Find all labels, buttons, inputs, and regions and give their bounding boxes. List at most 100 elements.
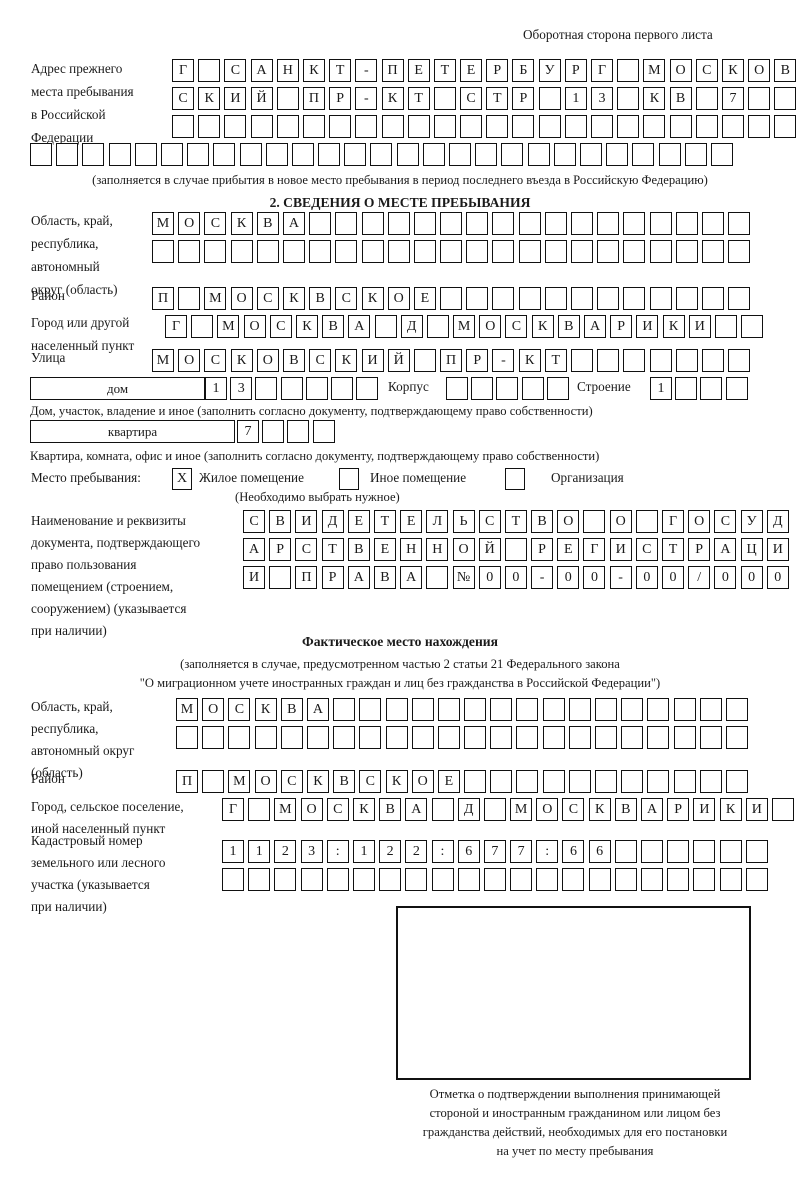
char-cell[interactable] [457,868,480,891]
char-cell[interactable]: А [243,538,265,561]
char-cell[interactable] [695,115,718,138]
char-cell[interactable] [675,349,698,372]
char-cell[interactable]: - [492,349,515,372]
char-cell[interactable]: М [453,315,476,338]
char-cell[interactable]: 1 [222,840,244,863]
char-cell[interactable] [693,840,716,863]
char-cell[interactable] [413,212,436,235]
char-cell[interactable]: Т [433,59,456,82]
char-cell[interactable]: С [295,538,318,561]
char-cell[interactable] [356,377,379,400]
char-cell[interactable]: О [411,770,434,793]
char-cell[interactable] [254,726,277,749]
char-cell[interactable] [621,726,644,749]
char-cell[interactable] [387,240,410,263]
char-cell[interactable] [492,240,515,263]
char-cell[interactable] [280,726,303,749]
char-cell[interactable] [623,240,646,263]
korpus-cells[interactable] [446,377,572,400]
char-cell[interactable] [701,287,724,310]
char-cell[interactable]: Е [347,510,370,533]
char-cell[interactable] [426,315,449,338]
char-cell[interactable] [466,287,489,310]
char-cell[interactable]: К [588,798,611,821]
char-cell[interactable] [721,115,744,138]
char-cell[interactable]: И [609,538,632,561]
char-cell[interactable] [449,143,471,166]
char-cell[interactable] [352,868,375,891]
char-cell[interactable]: М [217,315,240,338]
char-cell[interactable] [330,377,353,400]
char-cell[interactable]: Р [667,798,690,821]
char-cell[interactable] [250,115,273,138]
char-cell[interactable] [579,143,602,166]
char-cell[interactable] [30,143,52,166]
char-cell[interactable]: А [306,698,329,721]
char-cell[interactable]: 0 [557,566,580,589]
char-cell[interactable]: В [531,510,554,533]
char-cell[interactable]: О [479,315,502,338]
flat-number-cells[interactable]: 7 [237,420,338,443]
char-cell[interactable] [335,240,358,263]
char-cell[interactable]: О [609,510,632,533]
char-cell[interactable]: К [385,770,408,793]
char-cell[interactable] [614,868,637,891]
char-cell[interactable] [669,115,692,138]
char-cell[interactable]: / [688,566,711,589]
char-cell[interactable] [647,770,670,793]
char-cell[interactable] [774,115,797,138]
char-cell[interactable]: 7 [237,420,259,443]
char-cell[interactable]: О [300,798,323,821]
char-cell[interactable]: И [295,510,318,533]
actual-region-row-2[interactable] [176,726,748,749]
char-cell[interactable] [501,143,524,166]
char-cell[interactable] [641,840,663,863]
char-cell[interactable] [521,377,544,400]
char-cell[interactable]: 2 [274,840,297,863]
char-cell[interactable]: 3 [230,377,253,400]
char-cell[interactable] [464,698,487,721]
cadastral-row-2[interactable] [222,868,768,891]
char-cell[interactable]: 0 [740,566,763,589]
char-cell[interactable]: И [361,349,384,372]
char-cell[interactable] [437,726,460,749]
char-cell[interactable] [318,143,341,166]
char-cell[interactable] [490,698,513,721]
char-cell[interactable] [326,868,349,891]
char-cell[interactable]: Т [329,59,352,82]
char-cell[interactable]: Г [222,798,244,821]
char-cell[interactable]: Р [564,59,587,82]
char-cell[interactable] [741,315,764,338]
char-cell[interactable]: 1 [205,377,227,400]
char-cell[interactable] [176,726,198,749]
char-cell[interactable] [396,143,419,166]
char-cell[interactable]: К [721,59,744,82]
char-cell[interactable]: 6 [457,840,480,863]
char-cell[interactable] [483,868,506,891]
char-cell[interactable]: К [662,315,685,338]
char-cell[interactable]: М [274,798,297,821]
char-cell[interactable] [684,143,707,166]
char-cell[interactable] [693,868,716,891]
char-cell[interactable]: 2 [405,840,428,863]
char-cell[interactable] [745,868,768,891]
char-cell[interactable] [512,115,535,138]
char-cell[interactable] [466,240,489,263]
char-cell[interactable]: Р [269,538,292,561]
char-cell[interactable] [387,212,410,235]
char-cell[interactable] [571,287,593,310]
char-cell[interactable]: 0 [478,566,501,589]
char-cell[interactable] [725,770,748,793]
char-cell[interactable] [748,87,771,110]
char-cell[interactable]: - [355,59,378,82]
char-cell[interactable] [542,726,565,749]
char-cell[interactable]: : [326,840,349,863]
char-cell[interactable] [413,349,436,372]
char-cell[interactable]: С [326,798,349,821]
